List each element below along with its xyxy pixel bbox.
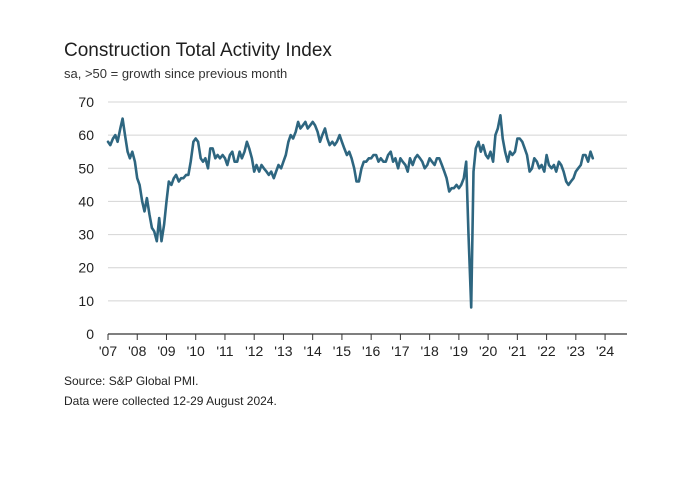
x-tick-label: '09 <box>157 343 175 359</box>
y-tick-label: 60 <box>78 127 94 143</box>
x-tick-label: '23 <box>567 343 585 359</box>
y-tick-label: 30 <box>78 227 94 243</box>
y-tick-label: 0 <box>86 326 94 342</box>
x-tick-label: '11 <box>216 343 233 359</box>
series-group <box>106 114 595 309</box>
series-line <box>106 114 595 309</box>
x-tick-label: '24 <box>596 343 614 359</box>
x-tick-label: '16 <box>362 343 380 359</box>
x-tick-label: '18 <box>421 343 439 359</box>
x-axis: '07 '08 '09 '10 '11 '12 '13 '14 '15 '16 '17 '18 '19 '… <box>99 333 627 359</box>
chart-subtitle: sa, >50 = growth since previous month <box>64 66 288 81</box>
y-tick-label: 50 <box>78 160 94 176</box>
x-tick-label: '10 <box>187 343 205 359</box>
x-tick-label: '08 <box>128 343 146 359</box>
y-tick-label: 40 <box>78 193 94 209</box>
x-tick-label: '12 <box>245 343 263 359</box>
x-tick-label: '19 <box>450 343 468 359</box>
chart-title: Construction Total Activity Index <box>64 40 332 61</box>
y-tick-label: 20 <box>78 260 94 276</box>
collection-note: Data were collected 12-29 August 2024. <box>64 394 277 408</box>
source-note: Source: S&P Global PMI. <box>64 374 199 388</box>
x-tick-label: '20 <box>479 343 497 359</box>
y-axis: 0 10 20 30 40 50 60 70 <box>78 94 94 342</box>
x-tick-label: '14 <box>304 343 322 359</box>
gridlines <box>108 101 627 302</box>
x-tick-label: '17 <box>391 343 409 359</box>
y-tick-label: 10 <box>78 293 94 309</box>
y-tick-label: 70 <box>78 94 94 110</box>
x-tick-label: '13 <box>274 343 292 359</box>
x-tick-label: '07 <box>99 343 117 359</box>
x-tick-label: '22 <box>537 343 555 359</box>
x-tick-label: '15 <box>333 343 351 359</box>
x-tick-label: '21 <box>508 343 526 359</box>
